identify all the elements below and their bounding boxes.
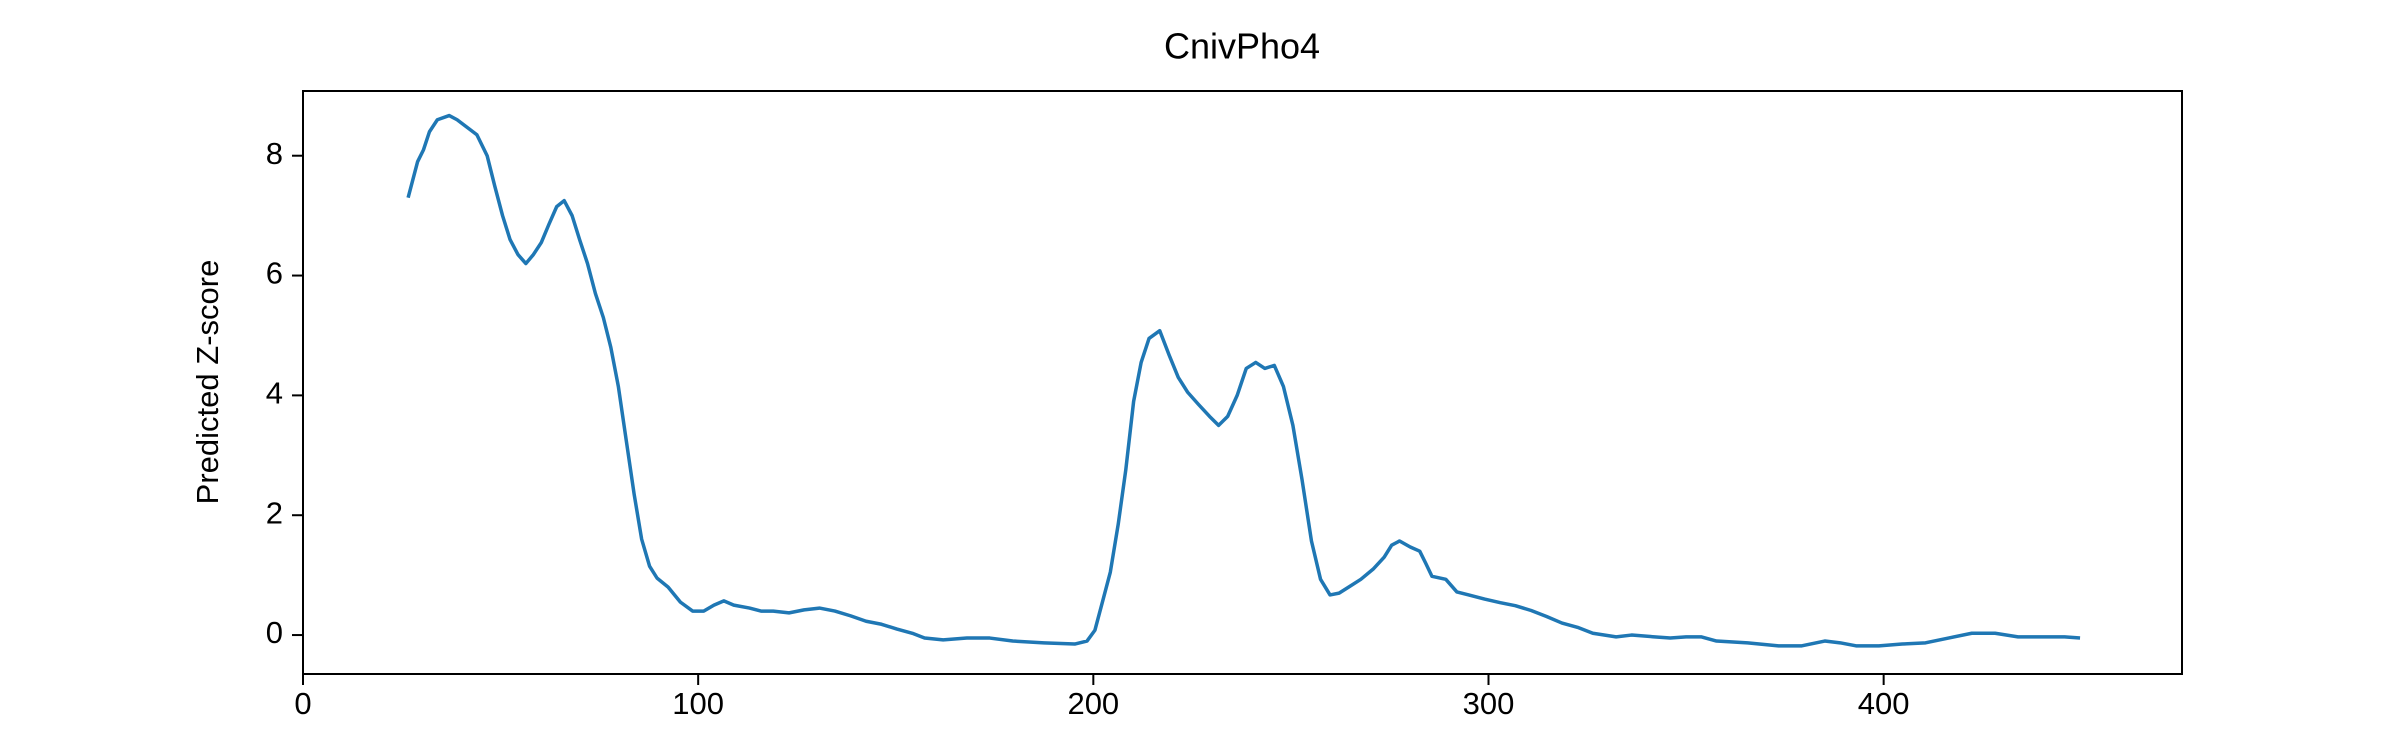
x-tick-label: 0	[294, 686, 311, 721]
plot-frame	[302, 90, 2183, 675]
x-tick-label: 100	[672, 686, 724, 721]
y-tick-label: 0	[266, 615, 283, 650]
data-line	[406, 113, 2081, 648]
chart-title: CnivPho4	[1164, 26, 1320, 67]
x-tick-label: 200	[1067, 686, 1119, 721]
y-axis-label: Predicted Z-score	[190, 260, 225, 505]
x-tick-label: 400	[1858, 686, 1910, 721]
y-tick-label: 6	[266, 256, 283, 291]
y-tick-label: 2	[266, 495, 283, 530]
x-tick-label: 300	[1463, 686, 1515, 721]
y-tick-label: 4	[266, 376, 283, 411]
y-tick-label: 8	[266, 136, 283, 171]
